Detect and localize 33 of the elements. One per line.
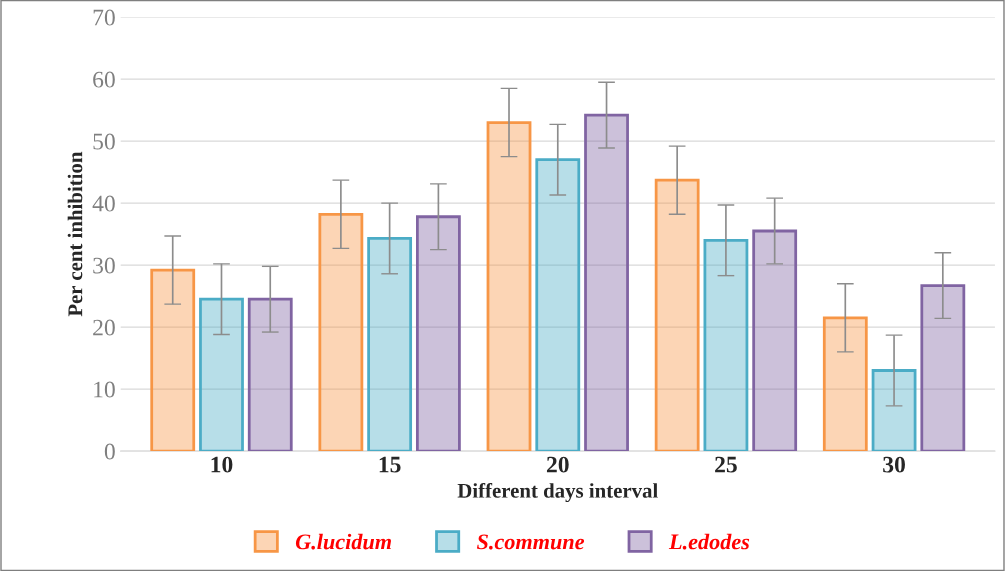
bar <box>318 212 364 452</box>
bar <box>247 297 293 452</box>
bar <box>920 284 966 452</box>
x-tick-label: 10 <box>211 456 233 473</box>
x-tick-label: 15 <box>379 456 401 473</box>
legend-label: G.lucidum <box>295 533 392 550</box>
y-tick-label: 50 <box>93 133 115 150</box>
x-tick-label: 30 <box>883 456 905 473</box>
bar <box>752 229 798 452</box>
x-tick-label: 20 <box>546 456 569 473</box>
y-tick-label: 70 <box>93 9 115 26</box>
y-tick-label: 40 <box>92 195 115 212</box>
bar <box>654 178 700 452</box>
y-axis-title: Per cent inhibition <box>67 151 83 317</box>
legend-label: L.edodes <box>668 533 750 550</box>
y-tick-label: 10 <box>94 381 115 398</box>
bar <box>584 113 629 452</box>
x-axis-title: Different days interval <box>457 482 658 503</box>
bar <box>535 158 581 452</box>
bar <box>703 238 749 452</box>
legend-label: S.commune <box>476 534 585 550</box>
x-tick-label: 25 <box>715 456 737 473</box>
y-tick-label: 0 <box>104 443 115 460</box>
bar <box>199 297 244 452</box>
bar <box>486 121 532 452</box>
bar <box>871 369 917 452</box>
y-tick-label: 30 <box>93 257 115 274</box>
bar <box>367 237 413 452</box>
y-tick-label: 60 <box>93 71 115 88</box>
bar <box>150 268 196 452</box>
bar <box>415 215 461 452</box>
bar <box>822 316 868 452</box>
y-tick-label: 20 <box>93 319 115 336</box>
